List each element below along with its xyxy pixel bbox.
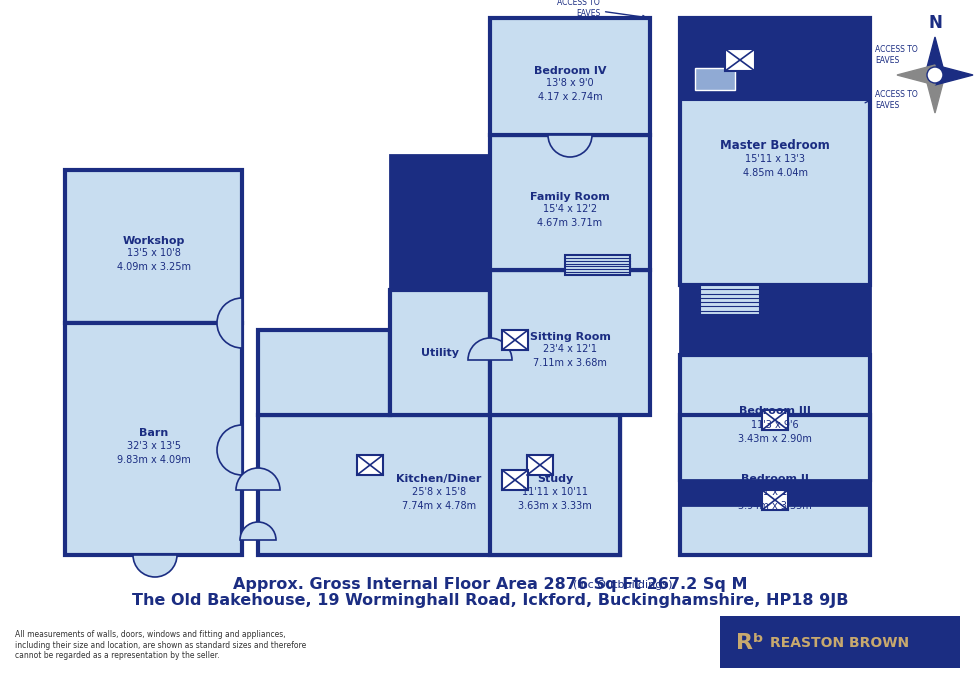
Wedge shape [240,522,276,540]
Text: 15'4 x 12'2
4.67m 3.71m: 15'4 x 12'2 4.67m 3.71m [537,205,603,228]
Bar [680,18,870,100]
Bar [490,135,650,270]
Text: 23'4 x 12'1
7.11m x 3.68m: 23'4 x 12'1 7.11m x 3.68m [533,345,607,369]
Text: 12'11 x 10'11
3.94m x 3.33m: 12'11 x 10'11 3.94m x 3.33m [738,487,811,511]
Text: The Old Bakehouse, 19 Worminghall Road, Ickford, Buckinghamshire, HP18 9JB: The Old Bakehouse, 19 Worminghall Road, … [131,592,849,608]
Wedge shape [236,468,280,490]
Bar [700,285,760,315]
Text: Sitting Room: Sitting Room [529,331,611,341]
Text: N: N [928,14,942,32]
Bar [65,323,242,555]
Circle shape [927,67,943,83]
Bar [527,455,553,475]
Text: Kitchen/Diner: Kitchen/Diner [396,474,482,484]
Bar [357,455,383,475]
Bar [720,616,960,668]
Text: Master Bedroom: Master Bedroom [720,139,830,152]
Text: Workshop: Workshop [122,235,184,246]
Text: 25'8 x 15'8
7.74m x 4.78m: 25'8 x 15'8 7.74m x 4.78m [402,487,476,511]
Bar [65,170,242,323]
Bar [680,18,870,285]
Bar [390,290,490,415]
Polygon shape [925,75,945,113]
Bar [680,480,870,505]
Text: 11'11 x 10'11
3.63m x 3.33m: 11'11 x 10'11 3.63m x 3.33m [518,487,592,511]
Text: 13'5 x 10'8
4.09m x 3.25m: 13'5 x 10'8 4.09m x 3.25m [117,248,190,273]
Text: Bedroom II: Bedroom II [741,474,808,484]
Polygon shape [925,37,945,75]
Bar [695,68,735,90]
Text: ACCESS TO
EAVES: ACCESS TO EAVES [875,90,917,110]
Bar [680,285,870,355]
Bar [490,18,650,135]
Text: ACCESS TO
EAVES: ACCESS TO EAVES [558,0,646,19]
Polygon shape [897,65,935,85]
Bar [502,470,528,490]
Wedge shape [217,425,242,475]
Wedge shape [468,338,512,360]
Text: 15'11 x 13'3
4.85m 4.04m: 15'11 x 13'3 4.85m 4.04m [743,154,808,178]
Text: Rᵇ: Rᵇ [736,633,763,653]
Text: Utility: Utility [421,347,459,358]
Text: Bedroom III: Bedroom III [739,406,810,417]
Bar [762,490,788,510]
Bar [258,330,390,415]
Text: REASTON BROWN: REASTON BROWN [770,636,909,650]
Bar [258,415,620,555]
Text: All measurements of walls, doors, windows and fitting and appliances,
including : All measurements of walls, doors, window… [15,630,306,660]
Wedge shape [217,298,242,348]
Text: Family Room: Family Room [530,192,610,201]
Bar [490,270,650,415]
Bar [502,330,528,350]
Text: 13'8 x 9'0
4.17 x 2.74m: 13'8 x 9'0 4.17 x 2.74m [538,78,603,102]
Bar [725,49,755,71]
Text: 11'3 x 9'6
3.43m x 2.90m: 11'3 x 9'6 3.43m x 2.90m [738,419,812,444]
Bar [680,415,870,555]
Text: Study: Study [537,474,573,484]
Bar [490,415,620,555]
Text: Bedroom IV: Bedroom IV [534,66,607,75]
Bar [390,155,490,290]
Text: Approx. Gross Internal Floor Area 2876 Sq Ft 267.2 Sq M: Approx. Gross Internal Floor Area 2876 S… [233,578,748,592]
Text: 32'3 x 13'5
9.83m x 4.09m: 32'3 x 13'5 9.83m x 4.09m [117,441,190,465]
Bar [680,355,870,480]
Polygon shape [935,65,973,85]
Bar [565,255,630,275]
Text: (inc Outbuildings): (inc Outbuildings) [308,580,672,590]
Wedge shape [548,135,592,157]
Wedge shape [133,555,177,577]
Text: Barn: Barn [139,428,169,438]
Text: ACCESS TO
EAVES: ACCESS TO EAVES [875,45,917,64]
Bar [762,410,788,430]
